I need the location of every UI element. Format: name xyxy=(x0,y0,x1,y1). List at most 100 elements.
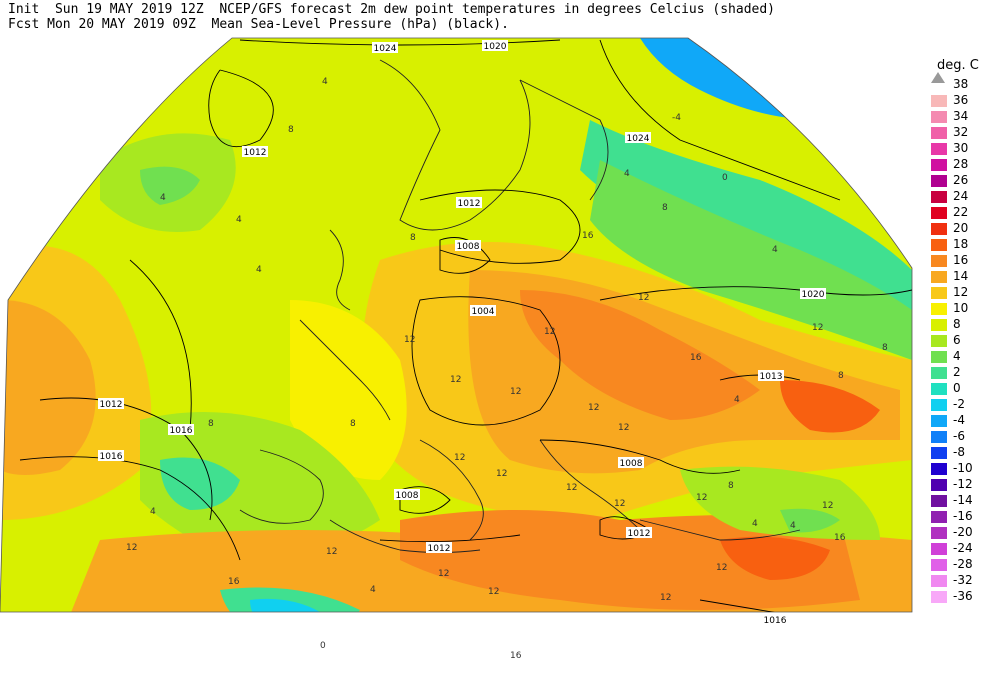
legend-swatch xyxy=(931,335,947,347)
dewpoint-label: 0 xyxy=(320,641,326,651)
legend-label: 38 xyxy=(953,77,969,91)
legend-label: 36 xyxy=(953,93,969,107)
isobar-labels: 1024 1020 1024 1012 1012 1008 1004 1020 … xyxy=(98,40,826,626)
dewpoint-label: 4 xyxy=(752,519,758,529)
legend-label: -20 xyxy=(953,525,973,539)
isobar-label: 1013 xyxy=(758,370,784,382)
map-title-line2: Fcst Mon 20 MAY 2019 09Z Mean Sea-Level … xyxy=(8,17,509,32)
dewpoint-label: 12 xyxy=(822,501,833,511)
legend-swatch xyxy=(931,287,947,299)
dewpoint-label: 12 xyxy=(566,483,577,493)
legend-swatch xyxy=(931,175,947,187)
dewpoint-label: 12 xyxy=(496,469,507,479)
isobar-label: 1012 xyxy=(242,146,268,158)
legend-swatch xyxy=(931,367,947,379)
svg-text:1024: 1024 xyxy=(374,44,397,54)
svg-text:1016: 1016 xyxy=(170,426,193,436)
legend-swatch xyxy=(931,495,947,507)
legend-label: 8 xyxy=(953,317,961,331)
legend-label: 28 xyxy=(953,157,969,171)
isobar-label: 1024 xyxy=(625,132,651,144)
legend-swatch xyxy=(931,127,947,139)
dewpoint-label: 16 xyxy=(690,353,702,363)
svg-text:1012: 1012 xyxy=(428,544,451,554)
legend-swatch xyxy=(931,479,947,491)
svg-text:1016: 1016 xyxy=(764,616,787,626)
legend-swatch xyxy=(931,351,947,363)
dewpoint-label: 4 xyxy=(734,395,740,405)
legend-label: 34 xyxy=(953,109,969,123)
legend-label: -6 xyxy=(953,429,965,443)
legend-title: deg. C xyxy=(937,58,979,73)
dewpoint-label: 4 xyxy=(790,521,796,531)
legend-swatch xyxy=(931,303,947,315)
dewpoint-label: 8 xyxy=(838,371,844,381)
dewpoint-shading xyxy=(0,38,912,612)
isobar-label: 1016 xyxy=(98,450,124,462)
svg-text:1020: 1020 xyxy=(484,42,507,52)
dewpoint-label: 8 xyxy=(662,203,668,213)
legend-swatch xyxy=(931,319,947,331)
legend-swatch xyxy=(931,415,947,427)
legend-label: -12 xyxy=(953,477,973,491)
legend-swatch xyxy=(931,399,947,411)
legend-swatch xyxy=(931,431,947,443)
legend-label: 14 xyxy=(953,269,969,283)
svg-text:1016: 1016 xyxy=(100,452,123,462)
svg-text:1008: 1008 xyxy=(396,491,419,501)
legend-swatch xyxy=(931,111,947,123)
legend-label: -16 xyxy=(953,509,973,523)
legend-swatch xyxy=(931,239,947,251)
dewpoint-label: 16 xyxy=(228,577,240,587)
svg-text:1020: 1020 xyxy=(802,290,825,300)
dewpoint-label: 8 xyxy=(208,419,214,429)
dewpoint-label: 4 xyxy=(624,169,630,179)
legend-label: -2 xyxy=(953,397,965,411)
legend-swatch xyxy=(931,143,947,155)
isobar-label: 1016 xyxy=(168,424,194,436)
dewpoint-label: 8 xyxy=(882,343,888,353)
svg-text:1004: 1004 xyxy=(472,307,495,317)
dewpoint-label: 12 xyxy=(618,423,629,433)
legend-swatch xyxy=(931,527,947,539)
isobar-label: 1004 xyxy=(470,305,496,317)
dewpoint-label: 12 xyxy=(404,335,415,345)
legend-swatch xyxy=(931,191,947,203)
legend-label: 0 xyxy=(953,381,961,395)
legend-label: 30 xyxy=(953,141,969,155)
svg-text:1013: 1013 xyxy=(760,372,783,382)
legend-swatch xyxy=(931,159,947,171)
svg-text:1012: 1012 xyxy=(100,400,123,410)
legend-label: 6 xyxy=(953,333,961,347)
dewpoint-label: 16 xyxy=(834,533,846,543)
legend-swatch xyxy=(931,207,947,219)
dewpoint-label: 12 xyxy=(716,563,727,573)
dewpoint-label: 8 xyxy=(410,233,416,243)
legend-label: -4 xyxy=(953,413,965,427)
map-frame xyxy=(0,37,913,613)
svg-text:1012: 1012 xyxy=(244,148,267,158)
dewpoint-label: 12 xyxy=(126,543,137,553)
dewpoint-label: 4 xyxy=(370,585,376,595)
svg-text:1008: 1008 xyxy=(620,459,643,469)
isobar-label: 1008 xyxy=(455,240,481,252)
isobar-label: 1008 xyxy=(618,457,644,469)
legend-label: -10 xyxy=(953,461,973,475)
dewpoint-label: 0 xyxy=(722,173,728,183)
isobar-label: 1020 xyxy=(482,40,508,52)
isobar-label: 1008 xyxy=(394,489,420,501)
dewpoint-label: 4 xyxy=(772,245,778,255)
svg-text:1012: 1012 xyxy=(628,529,651,539)
legend-swatch xyxy=(931,591,947,603)
dewpoint-label: 12 xyxy=(438,569,449,579)
dewpoint-label: 12 xyxy=(454,453,465,463)
isobar-label: 1024 xyxy=(372,42,398,54)
legend-label: 26 xyxy=(953,173,969,187)
isobar-label: 1012 xyxy=(456,197,482,209)
dewpoint-label: 8 xyxy=(350,419,356,429)
dewpoint-labels: 4 4 8 4 4 8 4 0 4 16 12 12 12 8 12 12 12… xyxy=(126,77,888,661)
legend-swatch xyxy=(931,223,947,235)
dewpoint-label: 16 xyxy=(510,651,522,661)
isobars xyxy=(19,39,912,612)
